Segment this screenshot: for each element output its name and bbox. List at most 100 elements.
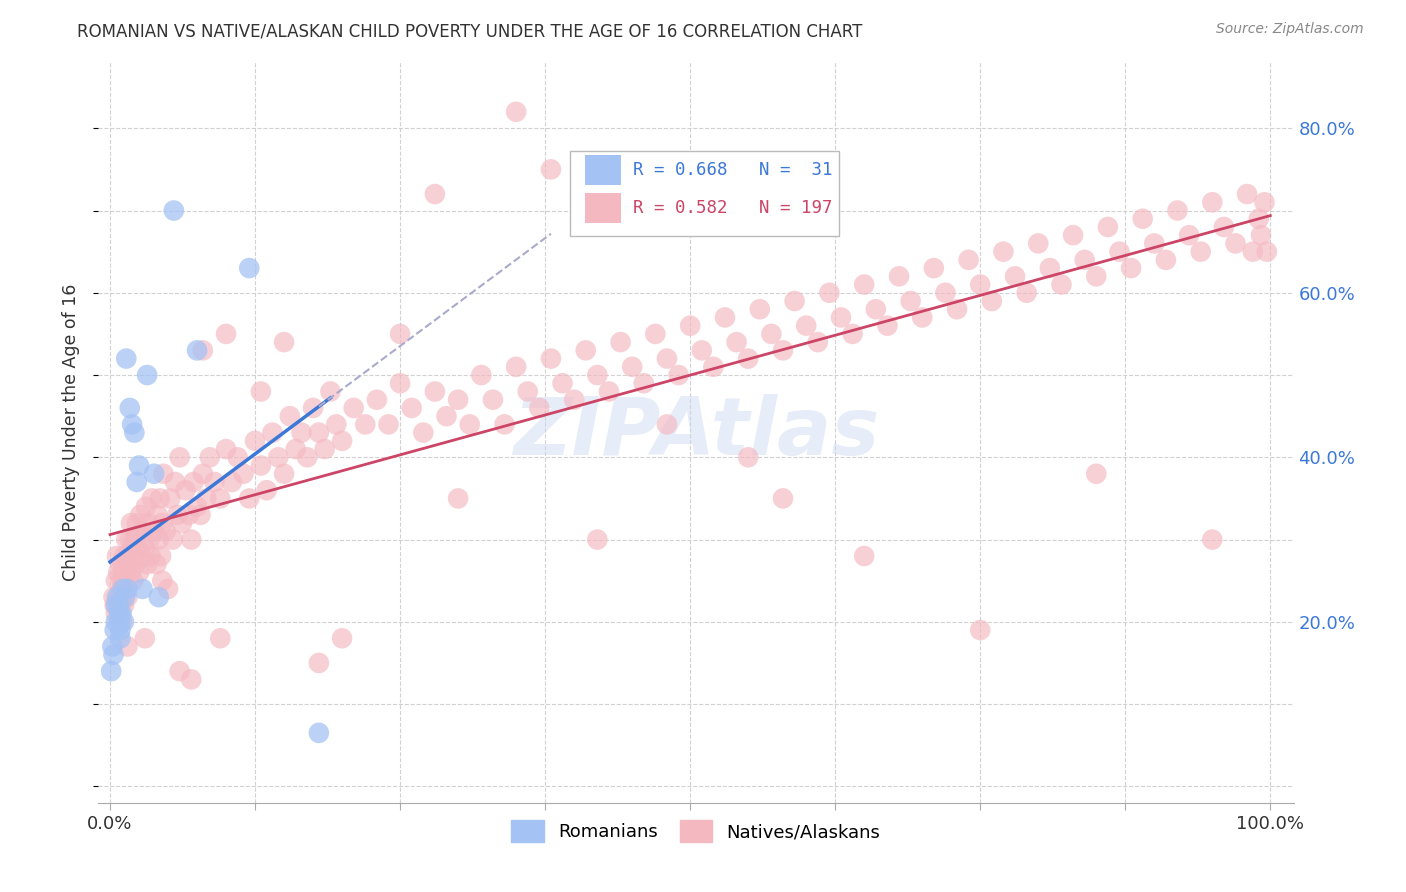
Point — [1062, 228, 1084, 243]
Point — [853, 549, 876, 563]
Point — [783, 293, 806, 308]
Point — [853, 277, 876, 292]
Point — [993, 244, 1015, 259]
Point — [226, 450, 249, 465]
Point — [111, 582, 134, 596]
Point — [238, 491, 260, 506]
Point — [135, 500, 157, 514]
Point — [1166, 203, 1188, 218]
Point — [124, 425, 146, 440]
Point — [447, 392, 470, 407]
Point — [1050, 277, 1073, 292]
Point — [934, 285, 956, 300]
Point — [107, 599, 129, 613]
Point — [148, 590, 170, 604]
Point — [748, 302, 770, 317]
Point — [922, 261, 945, 276]
Point — [150, 574, 173, 588]
Point — [141, 491, 163, 506]
Point — [772, 343, 794, 358]
Point — [655, 351, 678, 366]
Point — [117, 640, 139, 654]
Point — [841, 326, 863, 341]
Point — [112, 599, 135, 613]
Point — [876, 318, 898, 333]
Point — [134, 632, 156, 646]
Point — [1250, 228, 1272, 243]
Point — [737, 351, 759, 366]
Point — [482, 392, 505, 407]
Point — [609, 335, 631, 350]
Point — [290, 425, 312, 440]
Point — [1201, 195, 1223, 210]
Point — [423, 384, 446, 399]
Point — [145, 558, 167, 572]
Point — [127, 541, 149, 555]
Point — [366, 392, 388, 407]
Point — [679, 318, 702, 333]
Point — [1256, 244, 1278, 259]
Point — [136, 558, 159, 572]
Point — [104, 599, 127, 613]
Point — [389, 376, 412, 391]
Point — [267, 450, 290, 465]
Point — [1004, 269, 1026, 284]
Point — [256, 483, 278, 498]
Point — [412, 425, 434, 440]
Point — [177, 508, 200, 522]
Point — [174, 483, 197, 498]
Point — [330, 434, 353, 448]
Point — [1085, 269, 1108, 284]
Point — [215, 326, 238, 341]
Point — [1097, 219, 1119, 234]
Point — [152, 467, 174, 481]
Point — [108, 615, 131, 629]
Point — [131, 524, 153, 539]
Point — [319, 384, 342, 399]
Point — [737, 450, 759, 465]
Point — [209, 491, 232, 506]
Point — [190, 508, 212, 522]
Point — [668, 368, 690, 382]
Point — [1132, 211, 1154, 226]
Bar — [585, 155, 620, 185]
Point — [551, 376, 574, 391]
Point — [124, 558, 146, 572]
Point — [772, 491, 794, 506]
Point — [969, 623, 991, 637]
Point — [1085, 467, 1108, 481]
Point — [110, 632, 132, 646]
Point — [136, 368, 159, 382]
Point — [162, 533, 184, 547]
Point — [115, 351, 138, 366]
FancyBboxPatch shape — [571, 152, 839, 236]
Point — [180, 673, 202, 687]
Point — [120, 516, 142, 530]
Point — [114, 590, 136, 604]
Point — [107, 566, 129, 580]
Point — [146, 508, 169, 522]
Legend: Romanians, Natives/Alaskans: Romanians, Natives/Alaskans — [505, 813, 887, 849]
Point — [273, 467, 295, 481]
Point — [1225, 236, 1247, 251]
Point — [250, 384, 273, 399]
Point — [111, 566, 134, 580]
Point — [129, 508, 152, 522]
Point — [149, 491, 172, 506]
Text: ROMANIAN VS NATIVE/ALASKAN CHILD POVERTY UNDER THE AGE OF 16 CORRELATION CHART: ROMANIAN VS NATIVE/ALASKAN CHILD POVERTY… — [77, 22, 863, 40]
Point — [1026, 236, 1049, 251]
Point — [163, 475, 186, 489]
Point — [865, 302, 887, 317]
Point — [761, 326, 783, 341]
Point — [118, 533, 141, 547]
Point — [423, 187, 446, 202]
Point — [117, 549, 139, 563]
Point — [110, 599, 132, 613]
Point — [308, 726, 330, 740]
Point — [262, 425, 284, 440]
Point — [1143, 236, 1166, 251]
Point — [121, 541, 143, 555]
Point — [134, 541, 156, 555]
Point — [401, 401, 423, 415]
Point — [725, 335, 748, 350]
